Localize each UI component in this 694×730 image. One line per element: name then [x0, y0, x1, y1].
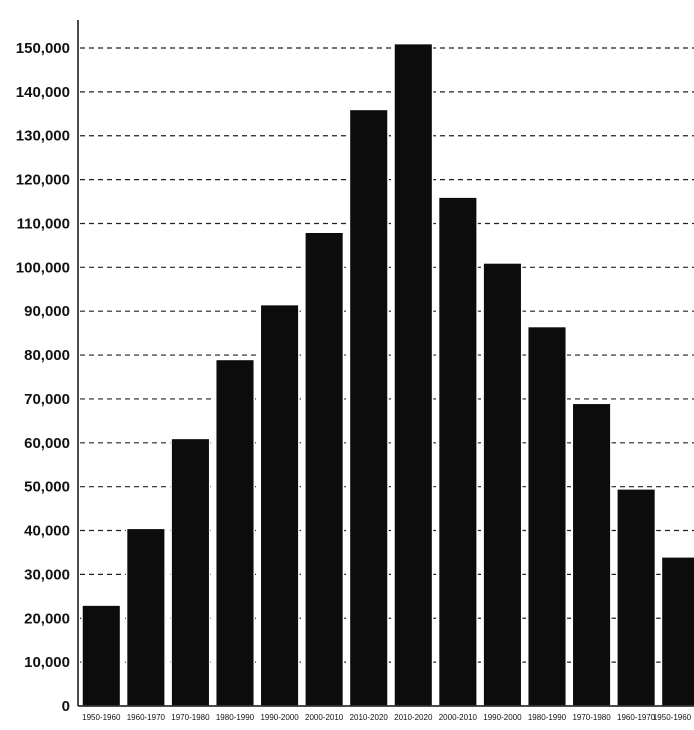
bar [214, 358, 256, 707]
y-tick-label: 130,000 [16, 128, 70, 145]
y-tick-label: 90,000 [24, 303, 70, 320]
x-tick-label: 1970-1980 [171, 713, 210, 722]
bar [304, 231, 345, 707]
x-tick-label: 1950-1960 [653, 713, 692, 722]
bar [125, 527, 166, 707]
x-tick-label: 1960-1970 [127, 713, 166, 722]
x-tick-labels: 1950-1960 1960-1970 1970-1980 1980-1990 1990… [82, 713, 692, 722]
bars [81, 42, 694, 707]
bar [170, 437, 211, 707]
x-tick-label: 1980-1990 [528, 713, 567, 722]
x-tick-label: 1950-1960 [82, 713, 121, 722]
y-tick-label: 10,000 [24, 654, 70, 671]
x-tick-label: 1970-1980 [572, 713, 611, 722]
y-tick-label: 50,000 [24, 479, 70, 496]
x-tick-label: 1960-1970 [617, 713, 656, 722]
x-tick-label: 1990-2000 [260, 713, 299, 722]
y-tick-label: 70,000 [24, 391, 70, 408]
bar [348, 108, 389, 707]
x-tick-label: 2010-2020 [394, 713, 433, 722]
bar [81, 604, 122, 707]
y-tick-label: 140,000 [16, 84, 70, 101]
x-tick-label: 1980-1990 [216, 713, 255, 722]
bar [571, 402, 612, 707]
y-tick-label: 0 [62, 698, 70, 715]
y-tick-label: 40,000 [24, 523, 70, 540]
y-tick-label: 150,000 [16, 40, 70, 57]
bar [259, 303, 300, 707]
y-tick-label: 100,000 [16, 259, 70, 276]
y-tick-label: 60,000 [24, 435, 70, 452]
y-tick-label: 80,000 [24, 347, 70, 364]
x-tick-label: 2010-2020 [350, 713, 389, 722]
bar [616, 488, 657, 707]
y-tick-label: 110,000 [17, 215, 70, 232]
bar [393, 42, 434, 707]
y-tick-label: 20,000 [24, 610, 70, 627]
y-tick-label: 30,000 [24, 566, 70, 583]
bar [482, 262, 523, 707]
x-tick-label: 2000-2010 [305, 713, 344, 722]
x-tick-label: 2000-2010 [439, 713, 478, 722]
bar [526, 325, 568, 707]
y-tick-label: 120,000 [16, 172, 70, 189]
y-tick-labels: 0 10,000 20,000 30,000 40,000 50,000 60,000 70,… [16, 40, 70, 715]
bar [660, 556, 694, 707]
bar [437, 196, 478, 707]
x-tick-label: 1990-2000 [483, 713, 522, 722]
